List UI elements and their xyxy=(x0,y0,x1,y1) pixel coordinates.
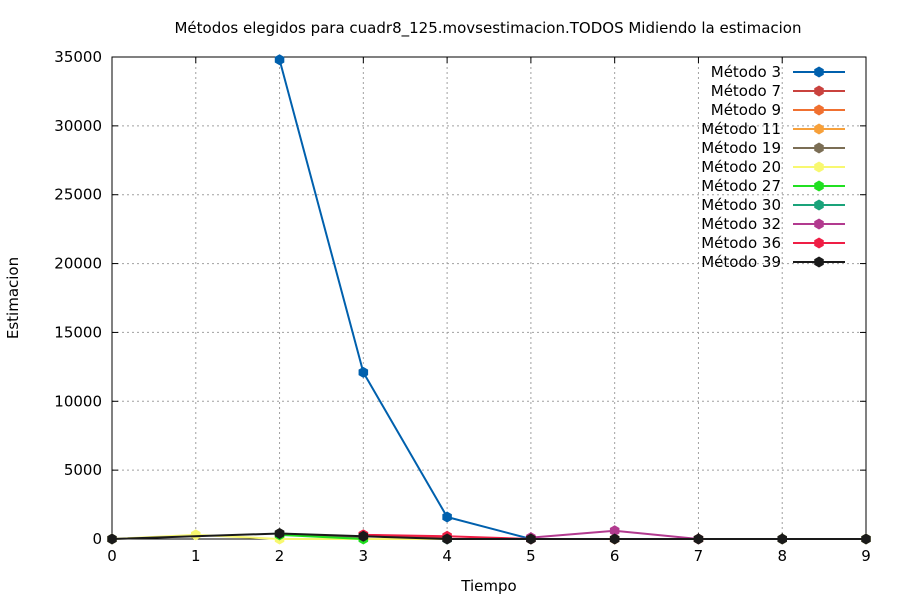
axis-ticks: 0 5000 10000 15000 20000 25000 30000 35000 0 1 2 3 4… xyxy=(54,48,870,565)
legend-entry: Método 19 xyxy=(701,139,845,157)
y-tick-label: 5000 xyxy=(64,461,102,479)
x-axis-label: Tiempo xyxy=(460,577,516,595)
data-point xyxy=(274,527,285,539)
legend-label: Método 32 xyxy=(701,215,781,233)
data-point xyxy=(442,511,452,523)
legend-marker xyxy=(814,66,824,78)
x-tick-label: 1 xyxy=(191,547,201,565)
series-0 xyxy=(274,54,536,545)
series-line xyxy=(278,59,532,540)
legend-marker xyxy=(814,256,824,268)
legend-marker xyxy=(814,218,824,230)
x-tick-label: 8 xyxy=(777,547,787,565)
legend-label: Método 11 xyxy=(701,120,781,138)
data-point xyxy=(693,533,704,545)
series-line xyxy=(111,532,866,540)
legend-entry: Método 7 xyxy=(711,82,845,100)
y-tick-label: 30000 xyxy=(54,117,102,135)
y-tick-label: 20000 xyxy=(54,255,102,273)
data-point xyxy=(358,530,369,542)
series-line xyxy=(279,533,364,540)
x-tick-label: 6 xyxy=(610,547,620,565)
data-point xyxy=(609,533,620,545)
data-point xyxy=(861,533,871,545)
data-point xyxy=(777,533,787,545)
data-point xyxy=(442,533,452,545)
x-tick-label: 9 xyxy=(861,547,871,565)
y-axis-label: Estimacion xyxy=(4,257,22,339)
x-tick-label: 7 xyxy=(694,547,704,565)
y-tick-label: 25000 xyxy=(54,186,102,204)
legend-marker xyxy=(814,104,824,116)
x-tick-label: 3 xyxy=(359,547,369,565)
grid xyxy=(112,57,866,539)
data-point xyxy=(358,366,369,378)
data-point xyxy=(274,54,285,66)
legend-entry: Método 32 xyxy=(701,215,845,233)
legend-entry: Método 39 xyxy=(701,253,845,271)
x-tick-label: 5 xyxy=(526,547,536,565)
legend-marker xyxy=(814,85,824,97)
legend-marker xyxy=(814,161,824,173)
legend-entry: Método 30 xyxy=(701,196,845,214)
legend-marker xyxy=(814,142,824,154)
legend-entry: Método 9 xyxy=(711,101,845,119)
y-tick-label: 0 xyxy=(92,530,102,548)
legend-entry: Método 27 xyxy=(701,177,845,195)
legend-label: Método 30 xyxy=(701,196,781,214)
legend-entry: Método 3 xyxy=(711,63,845,81)
x-tick-label: 0 xyxy=(107,547,117,565)
legend-label: Método 9 xyxy=(711,101,781,119)
legend-marker xyxy=(814,123,824,135)
legend-label: Método 20 xyxy=(701,158,781,176)
legend-label: Método 7 xyxy=(711,82,781,100)
legend-marker xyxy=(814,180,824,192)
legend-label: Método 39 xyxy=(701,253,781,271)
data-point xyxy=(191,529,201,541)
data-point xyxy=(609,525,620,537)
x-tick-label: 2 xyxy=(275,547,285,565)
data-point xyxy=(526,533,536,545)
legend-marker xyxy=(814,199,824,211)
legend-label: Método 19 xyxy=(701,139,781,157)
legend-entry: Método 11 xyxy=(701,120,845,138)
y-tick-label: 10000 xyxy=(54,392,102,410)
legend-marker xyxy=(814,237,824,249)
legend-entry: Método 20 xyxy=(701,158,845,176)
chart-title: Métodos elegidos para cuadr8_125.movsest… xyxy=(174,19,801,38)
y-tick-label: 15000 xyxy=(54,323,102,341)
legend-entry: Método 36 xyxy=(701,234,845,252)
legend-label: Método 27 xyxy=(701,177,781,195)
series-group xyxy=(107,54,871,545)
x-tick-label: 4 xyxy=(442,547,452,565)
legend-label: Método 3 xyxy=(711,63,781,81)
y-tick-label: 35000 xyxy=(54,48,102,66)
series-10 xyxy=(107,527,871,545)
legend-label: Método 36 xyxy=(701,234,781,252)
data-point xyxy=(107,533,117,545)
